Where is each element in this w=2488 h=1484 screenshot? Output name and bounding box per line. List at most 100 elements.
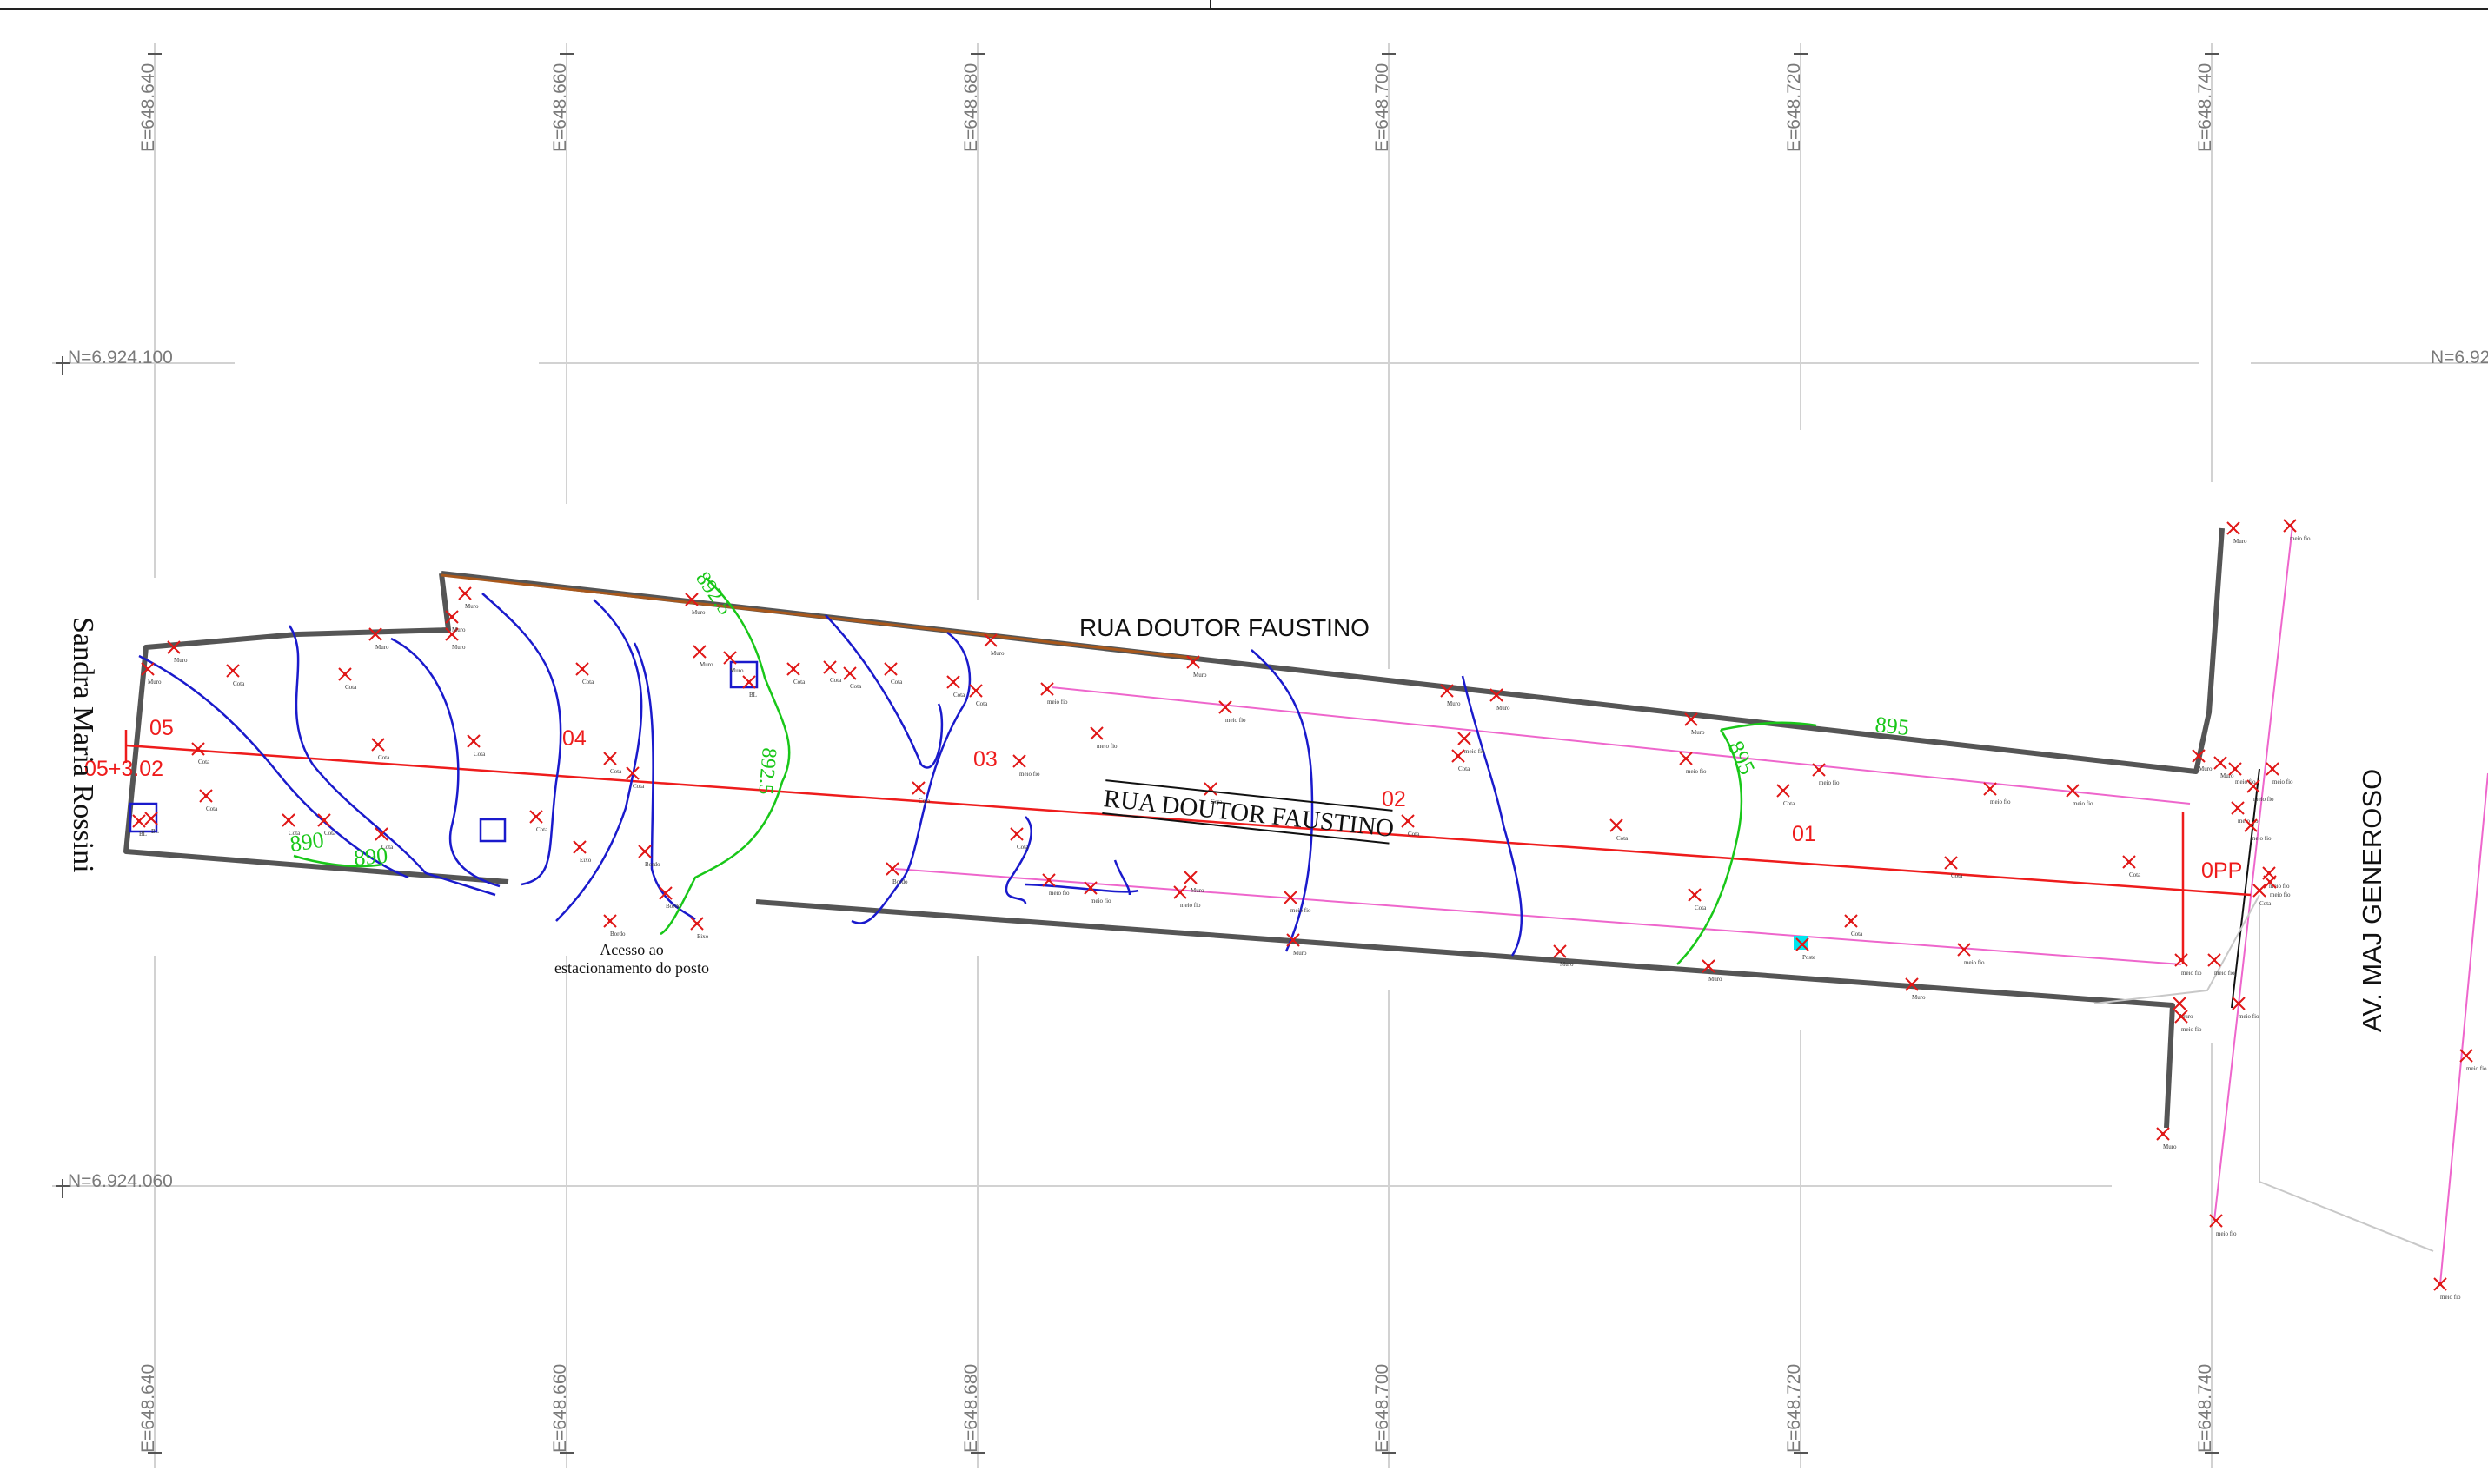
street-name-center-group: RUA DOUTOR FAUSTINO [1102,779,1396,845]
survey-point: Cota [1401,814,1420,838]
survey-point-label: Cota [830,677,842,684]
survey-point-label: Cota [1951,872,1963,879]
survey-point-label: Muro [1691,729,1705,736]
contour-labels: 895 895 890 890 892.5 892.5 [289,568,1910,871]
station-01: 01 [1792,822,1816,846]
survey-point: Cota [375,827,394,851]
survey-point: Cota [786,662,806,686]
survey-point-label: meio fio [1091,898,1111,904]
survey-point-label: meio fio [1047,699,1068,706]
survey-point: Cota [575,662,594,686]
survey-point-label: meio fio [2214,970,2235,977]
e-label-top-6: E=648.740 [2195,63,2215,152]
survey-point-label: Cota [206,805,218,812]
e-label-top-2: E=648.660 [550,63,570,152]
survey-point: Cota [1944,856,1963,879]
survey-point: Muro [1702,959,1722,983]
survey-point-label: meio fio [2269,883,2290,890]
survey-point: Cota [282,813,301,837]
coordinate-grid [52,43,2488,1468]
survey-point: meio fio [2232,997,2259,1020]
street-name-top: RUA DOUTOR FAUSTINO [1079,614,1370,641]
survey-point: Eixo [573,840,592,864]
survey-point: Cota [823,660,842,684]
curb-lines [894,525,2488,1285]
survey-point: Muro [445,627,466,651]
street-name-right: AV. MAJ GENEROSO [2357,769,2387,1032]
survey-point-label: Cota [324,830,336,837]
survey-point-label: Cota [891,679,903,686]
survey-point-label: Muro [465,603,479,610]
survey-point: Cota [1609,818,1629,842]
survey-point-label: Cota [1695,904,1707,911]
survey-point: Cota [2252,884,2272,907]
survey-point-label: Cota [919,798,931,805]
survey-point: meio fio [2246,779,2274,803]
survey-point: Muro [1186,655,1207,679]
survey-point: meio fio [2266,762,2293,785]
survey-point-label: Muro [1708,976,1722,983]
station-04: 04 [562,726,587,751]
survey-point: Cota [317,813,336,837]
survey-point-label: Cota [536,826,548,833]
e-label-bottom-1: E=648.640 [138,1364,158,1453]
survey-point-label: meio fio [1180,902,1201,909]
survey-point-label: Cota [2129,871,2141,878]
street-name-left: Sandra Maria Rossini [67,617,99,873]
survey-point-label: Bordo [666,903,681,910]
brown-edge [441,573,1200,660]
survey-point-label: Bordo [892,878,908,885]
survey-point-label: Eixo [697,933,709,940]
survey-point: meio fio [2207,953,2235,977]
survey-point: Muro [685,593,706,616]
survey-point: meio fio [1957,943,1985,966]
station-05: 05 [149,716,174,740]
survey-point-label: meio fio [1225,717,1246,724]
survey-point: Muro [141,662,162,686]
survey-point: meio fio [1173,885,1201,909]
survey-point: Muro [2173,997,2193,1020]
survey-point: Muro [2213,756,2234,779]
survey-point-label: meio fio [2251,835,2272,842]
survey-point-label: meio fio [2238,818,2259,825]
n-label-1: N=6.924.100 [68,348,173,368]
survey-point: Cota [371,738,390,761]
survey-point-label: meio fio [2290,535,2311,542]
gray-guides [2093,894,2434,1252]
survey-point-label: Cota [1458,765,1470,772]
survey-point-label: meio fio [1019,771,1040,778]
survey-point: meio fio [2459,1049,2487,1072]
survey-point-label: Muro [174,657,188,664]
survey-point-label: Cota [2259,900,2272,907]
survey-point-label: Muro [1912,994,1926,1001]
survey-point: meio fio [2174,1010,2202,1033]
survey-point: Cota [529,810,548,833]
survey-point-label: Muro [452,626,466,633]
e-label-top-5: E=648.720 [1784,63,1804,152]
survey-point: Muro [723,651,744,674]
survey-point: Cota [338,667,357,691]
survey-point-label: meio fio [2181,970,2202,977]
survey-point: Cota [884,662,903,686]
n-label-partial: N=6.92 [2431,348,2488,368]
survey-point-label: Poste [1802,954,1815,961]
survey-point: Muro [1440,684,1461,707]
survey-point: meio fio [1284,891,1311,914]
survey-point: Cota [969,684,988,707]
survey-point-label: meio fio [2270,891,2291,898]
survey-point-label: meio fio [2466,1065,2487,1072]
survey-point: Cota [191,742,210,765]
station-0pp: 0PP [2201,858,2242,883]
survey-point-label: Muro [730,667,744,674]
survey-point: meio fio [2066,784,2093,807]
station-03: 03 [973,747,998,772]
survey-point-label: Cota [198,759,210,765]
survey-point-label: meio fio [1990,798,2011,805]
survey-point-label: Muro [1191,887,1204,894]
survey-point-label: Muro [991,650,1005,657]
survey-point: Cota [603,752,622,775]
survey-point: Cota [467,734,486,758]
survey-point: Bordo [659,886,681,910]
survey-point-label: Muro [2179,1013,2193,1020]
